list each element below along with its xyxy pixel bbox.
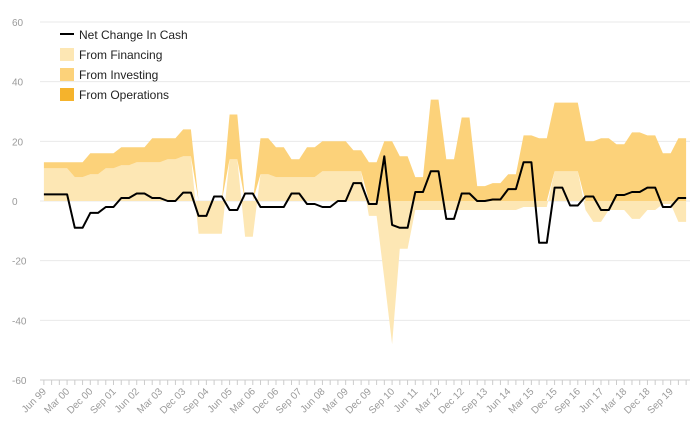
legend-swatch-operations <box>60 88 74 101</box>
x-tick-label: Sep 04 <box>181 386 211 416</box>
legend-swatch-financing <box>60 48 74 61</box>
y-tick-label: 60 <box>12 18 24 29</box>
y-tick-label: 0 <box>12 197 18 208</box>
legend-label-financing: From Financing <box>79 48 162 62</box>
net-change-line <box>43 155 687 244</box>
x-tick-label: Sep 01 <box>88 386 118 416</box>
x-tick-label: Sep 10 <box>367 386 397 416</box>
legend: Net Change In Cash From Financing From Inv… <box>60 28 188 102</box>
y-tick-label: -60 <box>12 376 27 387</box>
legend-label-investing: From Investing <box>79 68 158 82</box>
financing-area <box>43 156 687 345</box>
net-change-line-layer <box>43 155 687 244</box>
legend-label-net: Net Change In Cash <box>79 28 188 42</box>
x-tick-label: Sep 16 <box>553 386 583 416</box>
y-tick-label: 40 <box>12 78 24 89</box>
x-tick-label: Sep 19 <box>646 386 676 416</box>
investing-area <box>43 99 687 201</box>
y-tick-label: -40 <box>12 316 27 327</box>
y-tick-label: 20 <box>12 137 24 148</box>
y-tick-label: -20 <box>12 257 27 268</box>
legend-swatch-investing <box>60 68 74 81</box>
x-tick-label: Sep 13 <box>460 386 490 416</box>
x-tick-label: Sep 07 <box>274 386 304 416</box>
stacked-areas <box>43 99 687 345</box>
legend-label-operations: From Operations <box>79 88 169 102</box>
y-axis: 60 40 20 0 -20 -40 -60 <box>12 18 27 387</box>
